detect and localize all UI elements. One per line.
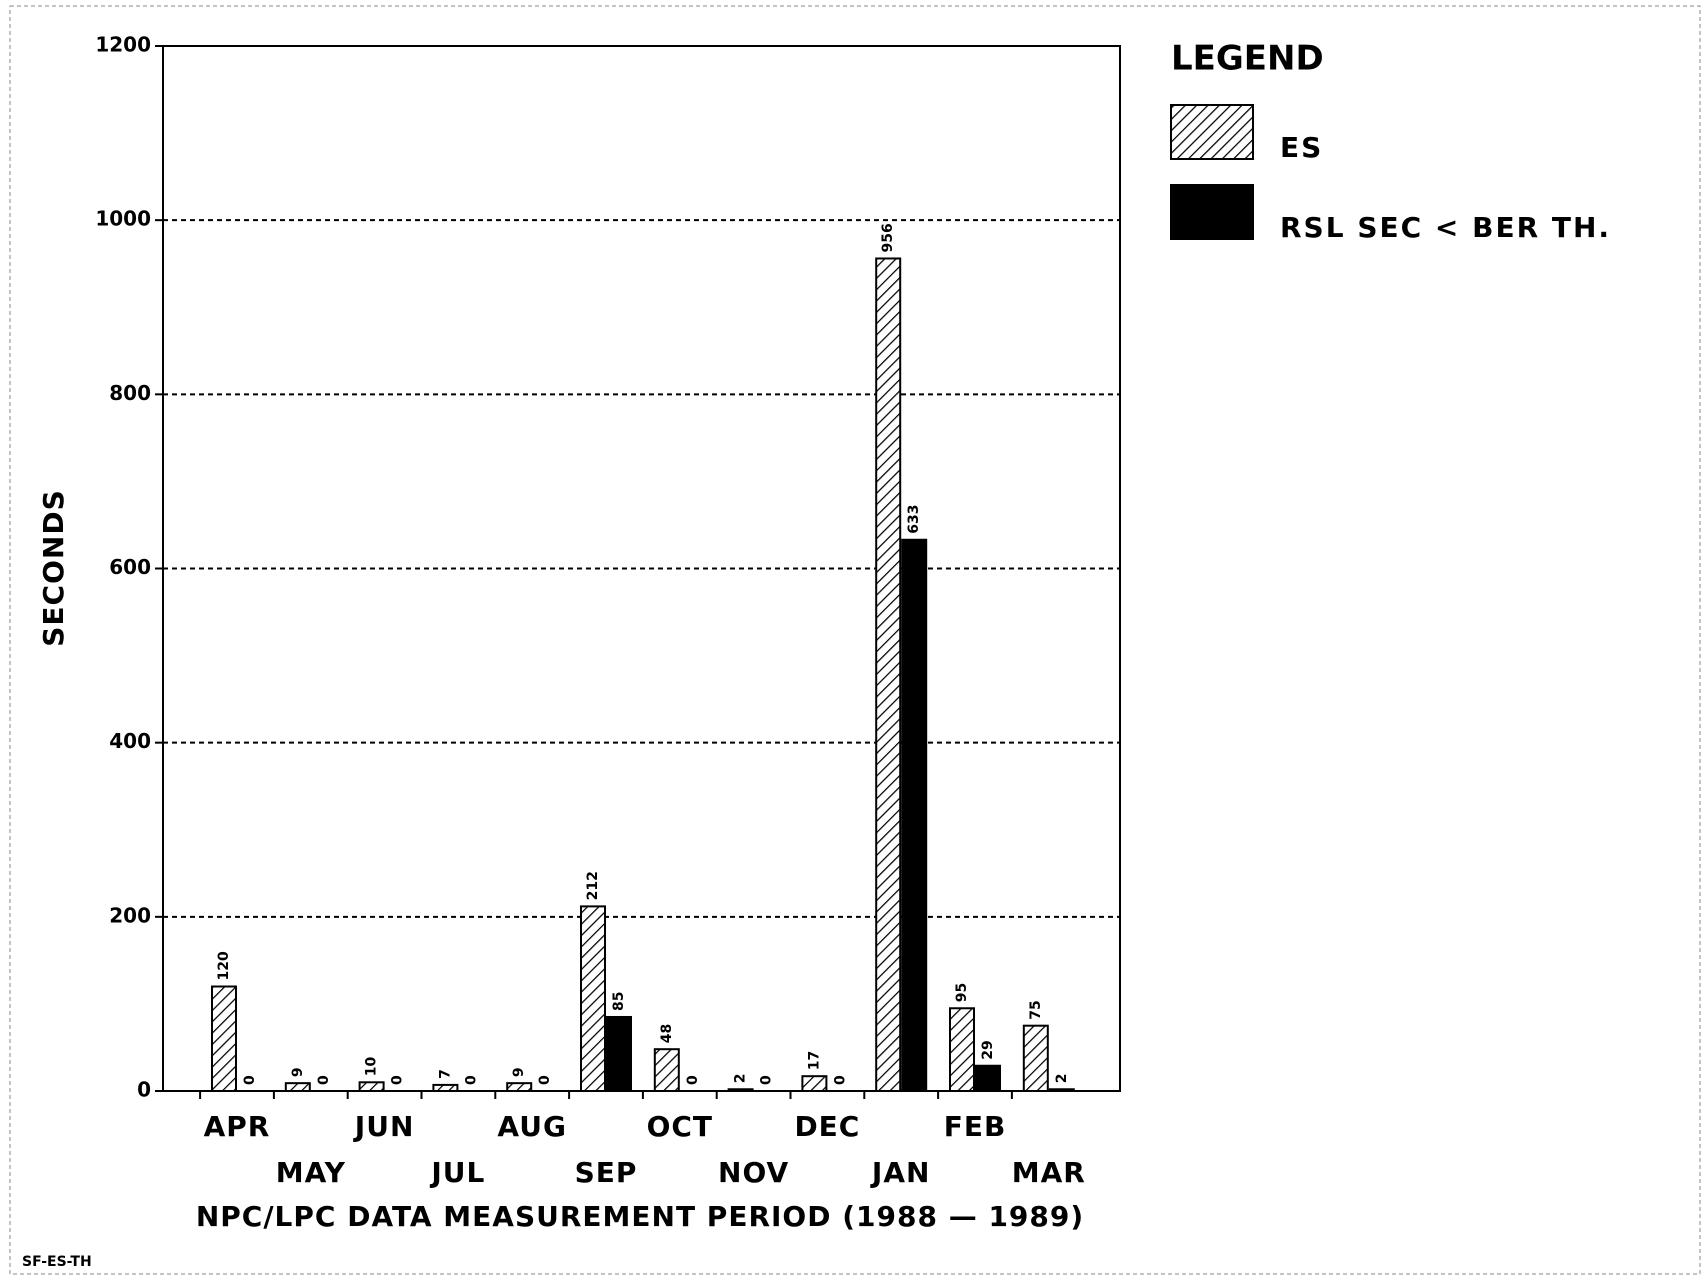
bar	[506, 1082, 533, 1092]
legend-swatch	[1170, 104, 1254, 160]
value-label: 10	[364, 1057, 380, 1077]
value-label: 212	[585, 871, 601, 900]
value-label: 0	[242, 1075, 258, 1085]
legend-swatch	[1170, 184, 1254, 240]
footnote: SF-ES-TH	[22, 1254, 92, 1270]
value-label: 9	[511, 1067, 527, 1077]
value-label: 9	[290, 1067, 306, 1077]
x-tick-label: JUL	[429, 1156, 485, 1189]
value-label: 75	[1028, 1000, 1044, 1019]
bar	[358, 1081, 385, 1092]
bar	[606, 1015, 632, 1093]
value-label: 0	[832, 1075, 848, 1085]
value-label: 0	[685, 1075, 701, 1085]
value-label: 0	[316, 1075, 332, 1085]
bar	[949, 1007, 975, 1092]
value-label: 48	[659, 1024, 675, 1043]
legend-label: RSL SEC < BER TH.	[1280, 211, 1611, 244]
value-label: 956	[880, 223, 896, 252]
value-label: 2	[1054, 1074, 1070, 1084]
bar	[875, 257, 902, 1092]
legend-label: ES	[1280, 131, 1323, 164]
x-tick-label: FEB	[944, 1110, 1007, 1143]
x-tick-label: OCT	[647, 1110, 713, 1143]
x-axis-title: NPC/LPC DATA MEASUREMENT PERIOD (1988 — …	[196, 1200, 1084, 1233]
page-border	[9, 5, 1701, 1275]
bar	[284, 1082, 311, 1092]
value-label: 85	[611, 991, 627, 1010]
y-tick-label: 600	[109, 555, 151, 579]
bar	[1048, 1088, 1075, 1092]
value-label: 0	[537, 1075, 553, 1085]
y-tick-label: 1000	[95, 207, 151, 231]
bar	[727, 1088, 754, 1092]
x-tick-label: DEC	[794, 1110, 860, 1143]
x-tick-label: JAN	[870, 1156, 931, 1189]
value-label: 0	[759, 1075, 775, 1085]
value-label: 633	[906, 505, 922, 534]
bar	[211, 985, 237, 1092]
value-label: 29	[980, 1040, 996, 1059]
x-tick-label: JUN	[353, 1110, 415, 1143]
value-label: 120	[216, 951, 232, 980]
bar	[801, 1075, 828, 1092]
x-tick-label: APR	[204, 1110, 271, 1143]
x-tick-label: MAY	[276, 1156, 346, 1189]
y-axis-title: SECONDS	[37, 489, 70, 647]
y-tick-label: 0	[137, 1078, 151, 1102]
value-label: 95	[954, 983, 970, 1002]
y-tick-label: 400	[109, 729, 151, 753]
x-tick-label: SEP	[575, 1156, 638, 1189]
x-tick-label: AUG	[497, 1110, 567, 1143]
value-label: 2	[733, 1074, 749, 1084]
y-tick-label: 800	[109, 381, 151, 405]
x-tick-label: MAR	[1012, 1156, 1086, 1189]
y-tick-label: 1200	[95, 33, 151, 57]
value-label: 0	[390, 1075, 406, 1085]
x-tick-label: NOV	[718, 1156, 789, 1189]
bar	[432, 1083, 459, 1093]
y-tick-label: 200	[109, 903, 151, 927]
bar	[653, 1048, 680, 1092]
value-label: 7	[437, 1069, 453, 1079]
value-label: 0	[463, 1075, 479, 1085]
bar	[1022, 1024, 1049, 1092]
bar	[901, 538, 928, 1092]
value-label: 17	[806, 1051, 822, 1070]
bar	[580, 905, 606, 1093]
bar	[975, 1064, 1001, 1093]
legend-title: LEGEND	[1171, 39, 1324, 79]
